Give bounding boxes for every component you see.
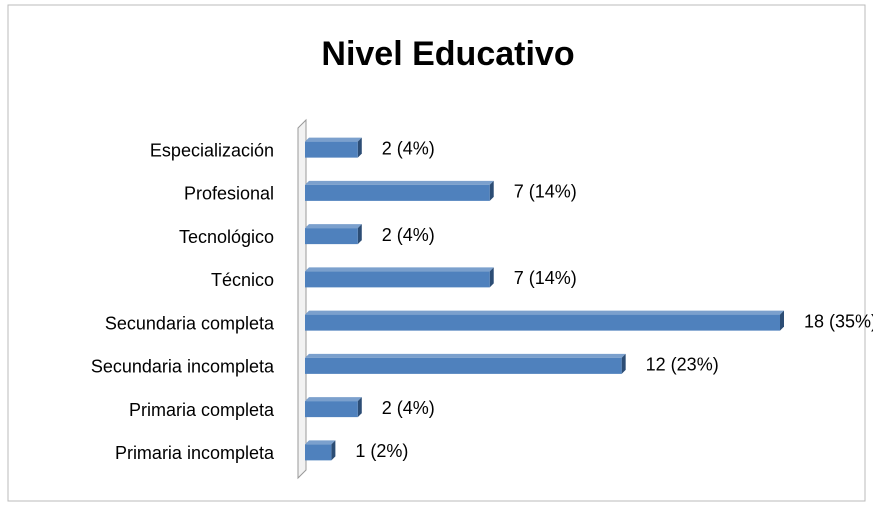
y-tick-label: Profesional — [184, 184, 274, 204]
bar-top — [305, 440, 336, 445]
y-tick-label: Tecnológico — [179, 227, 274, 247]
bar-top — [305, 224, 362, 229]
bar-side — [489, 180, 494, 201]
y-tick-label: Secundaria incompleta — [91, 357, 275, 377]
bar — [305, 228, 358, 245]
data-label: 2 (4%) — [382, 138, 435, 158]
y-tick-label: Primaria incompleta — [115, 443, 275, 463]
y-tick-label: Primaria completa — [129, 400, 275, 420]
bar-side — [357, 137, 362, 158]
bar-top — [305, 397, 362, 402]
data-label: 2 (4%) — [382, 225, 435, 245]
bar-side — [780, 310, 784, 331]
y-tick-label: Secundaria completa — [105, 313, 275, 333]
y-tick-label: Especialización — [150, 140, 274, 160]
bar-side — [357, 224, 362, 245]
bar-top — [305, 310, 784, 315]
data-label: 1 (2%) — [355, 441, 408, 461]
chart-title: Nivel Educativo — [321, 35, 574, 73]
bar — [305, 357, 622, 374]
bar — [305, 444, 332, 461]
data-label: 7 (14%) — [514, 268, 577, 288]
axis-wall — [297, 118, 307, 480]
bar-side — [357, 397, 362, 418]
bar-top — [305, 137, 362, 142]
bar-top — [305, 267, 494, 272]
chart-frame — [7, 4, 866, 502]
bar-side — [621, 353, 626, 374]
y-tick-label: Técnico — [211, 270, 274, 290]
data-label: 18 (35%) — [804, 311, 873, 331]
bar — [305, 184, 490, 201]
bar-side — [489, 267, 494, 288]
bar-side — [331, 440, 336, 461]
bar — [305, 314, 780, 331]
bar — [305, 271, 490, 288]
bar-top — [305, 353, 626, 358]
bar-top — [305, 180, 494, 185]
bar — [305, 141, 358, 158]
data-label: 12 (23%) — [646, 355, 719, 375]
data-label: 2 (4%) — [382, 398, 435, 418]
bar — [305, 401, 358, 418]
data-label: 7 (14%) — [514, 182, 577, 202]
